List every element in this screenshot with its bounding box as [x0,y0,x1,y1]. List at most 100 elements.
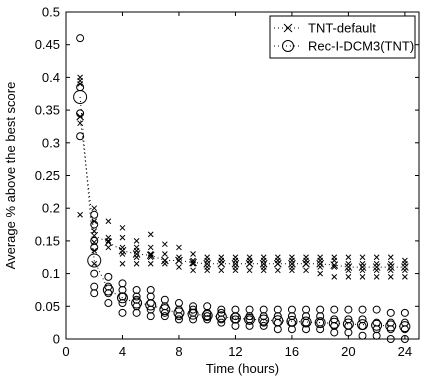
data-point-rec-i-dcm3 [132,302,141,311]
mean-marker-rec-i-dcm3 [159,304,171,316]
data-point-rec-i-dcm3 [245,315,254,324]
data-point-tnt-default [204,254,211,261]
data-point-rec-i-dcm3 [302,318,311,327]
x-tick-label: 20 [341,344,355,359]
data-point-rec-i-dcm3 [203,302,212,311]
x-tick-label: 8 [175,344,182,359]
data-point-rec-i-dcm3 [259,305,268,314]
mean-marker-tnt-default [259,259,268,268]
y-tick-label: 0.45 [35,37,60,52]
mean-marker-tnt-default [344,263,353,271]
data-point-tnt-default [105,218,112,225]
data-point-rec-i-dcm3 [358,321,367,330]
mean-marker-tnt-default [273,259,282,268]
y-tick-label: 0.3 [42,135,60,150]
y-tick-label: 0 [53,332,60,347]
y-tick-label: 0.05 [35,299,60,314]
data-point-rec-i-dcm3 [316,318,325,327]
y-tick-label: 0.35 [35,103,60,118]
data-point-rec-i-dcm3 [132,308,141,317]
data-point-rec-i-dcm3 [231,305,240,314]
data-point-tnt-default [119,234,126,241]
data-point-tnt-default [359,254,366,261]
data-point-rec-i-dcm3 [132,285,141,294]
x-tick-label: 24 [398,344,412,359]
mean-marker-tnt-default [386,263,395,271]
data-point-rec-i-dcm3 [400,335,409,343]
data-point-rec-i-dcm3 [174,299,183,308]
mean-marker-rec-i-dcm3 [102,284,114,296]
data-point-rec-i-dcm3 [90,220,99,229]
data-point-rec-i-dcm3 [344,315,353,324]
data-point-tnt-default [260,254,267,261]
data-point-tnt-default [373,274,380,280]
mean-marker-tnt-default [217,259,226,268]
y-tick-label: 0.1 [42,266,60,281]
mean-marker-tnt-default [104,238,113,247]
mean-marker-rec-i-dcm3 [215,311,227,323]
data-point-tnt-default [161,241,168,248]
data-point-tnt-default [161,251,168,257]
data-point-tnt-default [176,244,182,251]
data-point-tnt-default [345,274,352,280]
data-point-tnt-default [317,254,324,261]
data-point-tnt-default [246,267,253,274]
data-point-rec-i-dcm3 [203,312,212,321]
data-point-rec-i-dcm3 [90,236,99,245]
mean-marker-rec-i-dcm3 [342,318,354,330]
data-point-rec-i-dcm3 [90,289,99,298]
mean-marker-rec-i-dcm3 [258,314,270,326]
x-tick-label: 4 [119,344,126,359]
data-point-rec-i-dcm3 [358,315,367,324]
data-point-rec-i-dcm3 [160,302,169,311]
data-point-rec-i-dcm3 [386,335,395,343]
mean-marker-rec-i-dcm3 [73,90,88,105]
data-point-tnt-default [133,238,140,244]
data-point-rec-i-dcm3 [245,305,254,314]
y-tick-label: 0.5 [42,5,60,20]
data-point-rec-i-dcm3 [386,318,395,327]
mean-marker-rec-i-dcm3 [201,309,213,321]
data-point-tnt-default [91,260,98,267]
data-point-tnt-default [133,260,140,267]
data-point-rec-i-dcm3 [90,269,99,278]
data-point-rec-i-dcm3 [189,305,198,314]
mean-marker-tnt-default [132,250,141,258]
data-point-rec-i-dcm3 [90,243,99,252]
data-point-rec-i-dcm3 [372,331,381,340]
data-point-tnt-default [331,274,338,280]
legend-marker-tnt-default [283,23,293,33]
mean-marker-rec-i-dcm3 [371,319,383,331]
data-point-rec-i-dcm3 [316,305,325,314]
mean-marker-tnt-default [302,259,310,268]
data-point-tnt-default [387,254,394,261]
mean-marker-rec-i-dcm3 [385,320,397,332]
y-axis-title: Average % above the best score [3,82,18,270]
mean-marker-rec-i-dcm3 [173,307,185,319]
data-point-rec-i-dcm3 [273,305,282,314]
data-point-rec-i-dcm3 [372,305,381,314]
mean-marker-tnt-default [401,263,409,271]
data-point-tnt-default [274,267,281,274]
data-point-tnt-default [218,267,225,274]
data-point-rec-i-dcm3 [90,210,99,219]
mean-marker-tnt-default [330,261,339,269]
data-point-rec-i-dcm3 [358,331,367,340]
data-point-rec-i-dcm3 [400,308,409,317]
mean-marker-rec-i-dcm3 [116,292,128,304]
data-point-rec-i-dcm3 [386,325,395,334]
series-line-rec-i-dcm3 [79,96,405,328]
data-point-rec-i-dcm3 [386,308,395,317]
data-point-rec-i-dcm3 [90,282,99,291]
data-point-rec-i-dcm3 [118,308,127,317]
y-tick-label: 0.25 [35,168,60,183]
data-point-tnt-default [105,244,112,251]
data-point-rec-i-dcm3 [174,315,183,324]
mean-marker-tnt-default [175,256,183,265]
data-point-tnt-default [373,254,380,261]
data-point-tnt-default [190,251,196,257]
data-point-rec-i-dcm3 [302,305,311,314]
data-point-rec-i-dcm3 [118,279,127,288]
mean-marker-rec-i-dcm3 [272,315,284,327]
